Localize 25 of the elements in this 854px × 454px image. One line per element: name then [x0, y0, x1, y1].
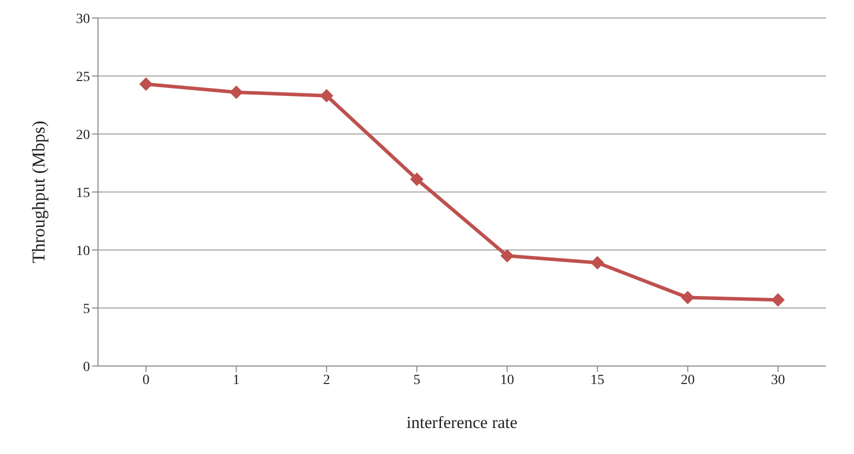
y-tick-label: 5 — [83, 302, 90, 317]
point — [410, 172, 424, 186]
x-tick-label: 15 — [590, 372, 604, 388]
x-tick-label: 10 — [500, 372, 514, 388]
y-tick-label: 15 — [76, 186, 90, 201]
y-tick-label: 25 — [76, 70, 90, 85]
point — [772, 293, 784, 306]
point — [681, 291, 694, 304]
x-tick-label: 5 — [413, 372, 420, 388]
y-tick-label: 30 — [76, 12, 90, 27]
point — [590, 256, 604, 270]
x-tick-label: 1 — [232, 372, 240, 388]
point — [500, 249, 514, 262]
y-axis-title: Throughput (Mbps) — [28, 120, 48, 264]
x-axis-title: interference rate — [406, 413, 518, 432]
y-tick-label: 10 — [76, 244, 90, 259]
x-tick-label: 20 — [680, 372, 695, 388]
y-tick-label: 0 — [83, 360, 90, 375]
x-tick-label: 0 — [142, 372, 150, 388]
point — [320, 89, 334, 102]
point — [230, 86, 243, 99]
x-tick-label: 30 — [771, 372, 785, 388]
y-tick-label: 20 — [76, 128, 90, 143]
x-tick-label: 2 — [323, 372, 330, 388]
point — [140, 78, 152, 91]
